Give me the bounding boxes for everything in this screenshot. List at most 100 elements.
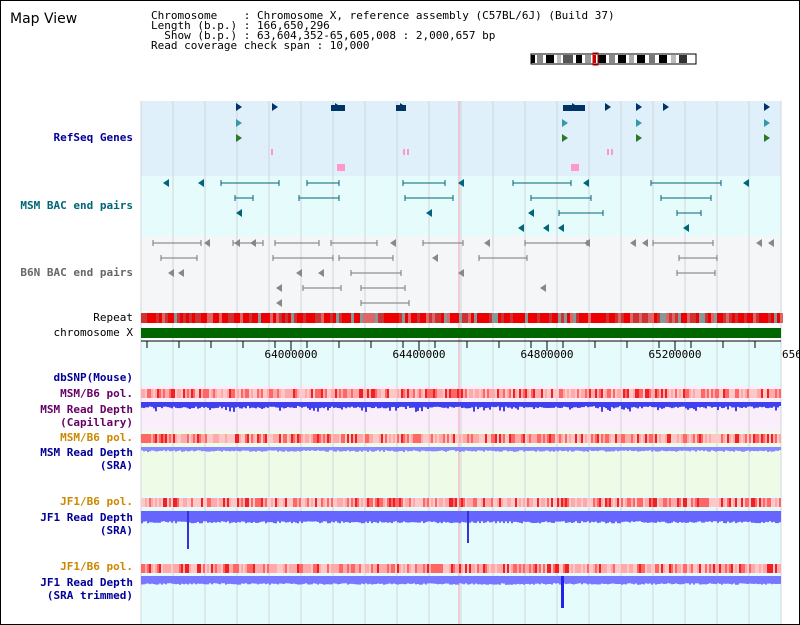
depth-bar bbox=[779, 402, 781, 407]
polymorphism-cell bbox=[657, 498, 659, 507]
depth-bar bbox=[751, 511, 753, 523]
polymorphism-cell bbox=[239, 434, 241, 443]
depth-bar bbox=[327, 402, 329, 411]
track-label-dbsnp[interactable]: dbSNP(Mouse) bbox=[53, 371, 133, 384]
polymorphism-cell bbox=[363, 434, 365, 443]
polymorphism-cell bbox=[367, 564, 369, 573]
track-label-b6n-bac[interactable]: B6N BAC end pairs bbox=[20, 266, 133, 279]
polymorphism-cell bbox=[715, 434, 717, 443]
polymorphism-cell bbox=[707, 434, 709, 443]
polymorphism-cell bbox=[435, 389, 437, 398]
depth-bar bbox=[225, 576, 227, 585]
depth-bar bbox=[219, 576, 221, 585]
polymorphism-cell bbox=[361, 434, 363, 443]
repeat-bar bbox=[285, 313, 288, 323]
polymorphism-cell bbox=[253, 498, 255, 507]
polymorphism-cell bbox=[211, 389, 213, 398]
depth-bar bbox=[419, 447, 421, 452]
depth-bar bbox=[587, 447, 589, 452]
track-label-msm-depth-sra-1[interactable]: MSM Read Depth bbox=[40, 446, 133, 459]
polymorphism-cell bbox=[511, 389, 513, 398]
track-label-msm-depth-capillary-1[interactable]: MSM Read Depth bbox=[40, 403, 133, 416]
depth-bar bbox=[231, 576, 233, 585]
track-label-jf1-b6-pol-2[interactable]: JF1/B6 pol. bbox=[60, 560, 133, 573]
depth-bar bbox=[583, 576, 585, 584]
polymorphism-cell bbox=[691, 498, 693, 507]
polymorphism-cell bbox=[165, 389, 167, 398]
depth-bar bbox=[693, 402, 695, 410]
depth-bar bbox=[649, 402, 651, 407]
polymorphism-cell bbox=[673, 434, 675, 443]
polymorphism-cell bbox=[747, 434, 749, 443]
polymorphism-cell bbox=[487, 389, 489, 398]
polymorphism-cell bbox=[341, 498, 343, 507]
polymorphism-cell bbox=[405, 389, 407, 398]
repeat-bar bbox=[747, 313, 750, 323]
repeat-bar bbox=[324, 313, 327, 323]
depth-bar bbox=[709, 447, 711, 452]
polymorphism-cell bbox=[201, 389, 203, 398]
polymorphism-cell bbox=[559, 564, 561, 573]
depth-bar bbox=[471, 402, 473, 408]
track-label-jf1-depth-sra-2[interactable]: (SRA) bbox=[99, 524, 133, 537]
depth-bar bbox=[377, 576, 379, 584]
polymorphism-cell bbox=[153, 498, 155, 507]
polymorphism-cell bbox=[641, 564, 643, 573]
polymorphism-cell bbox=[743, 564, 745, 573]
depth-bar bbox=[605, 447, 607, 452]
depth-bar bbox=[271, 576, 273, 584]
depth-bar bbox=[141, 402, 143, 408]
depth-bar bbox=[207, 576, 209, 585]
polymorphism-cell bbox=[605, 564, 607, 573]
track-label-jf1-b6-pol-1[interactable]: JF1/B6 pol. bbox=[60, 495, 133, 508]
polymorphism-cell bbox=[363, 389, 365, 398]
depth-bar bbox=[201, 511, 203, 524]
track-label-msm-depth-sra-2[interactable]: (SRA) bbox=[99, 459, 133, 472]
track-label-msm-bac[interactable]: MSM BAC end pairs bbox=[20, 199, 133, 212]
depth-bar bbox=[229, 511, 231, 524]
track-label-jf1-depth-trimmed-1[interactable]: JF1 Read Depth bbox=[40, 576, 133, 589]
depth-bar bbox=[559, 511, 561, 522]
depth-bar bbox=[451, 447, 453, 451]
polymorphism-cell bbox=[427, 498, 429, 507]
polymorphism-cell bbox=[595, 434, 597, 443]
polymorphism-cell bbox=[639, 434, 641, 443]
polymorphism-cell bbox=[647, 564, 649, 573]
repeat-bar bbox=[369, 313, 372, 323]
depth-bar bbox=[263, 402, 265, 409]
depth-bar bbox=[243, 576, 245, 584]
depth-bar bbox=[327, 447, 329, 452]
polymorphism-cell bbox=[643, 434, 645, 443]
polymorphism-cell bbox=[525, 564, 527, 573]
depth-bar bbox=[731, 511, 733, 523]
polymorphism-cell bbox=[447, 389, 449, 398]
track-label-jf1-depth-sra-1[interactable]: JF1 Read Depth bbox=[40, 511, 133, 524]
depth-bar bbox=[165, 511, 167, 522]
depth-bar bbox=[763, 576, 765, 584]
track-label-refseq-genes[interactable]: RefSeq Genes bbox=[53, 131, 133, 144]
polymorphism-cell bbox=[353, 498, 355, 507]
polymorphism-cell bbox=[457, 498, 459, 507]
depth-bar bbox=[215, 511, 217, 523]
polymorphism-cell bbox=[229, 389, 231, 398]
track-label-msm-b6-pol-1[interactable]: MSM/B6 pol. bbox=[60, 387, 133, 400]
track-label-msm-depth-capillary-2[interactable]: (Capillary) bbox=[60, 416, 133, 429]
track-label-jf1-depth-trimmed-2[interactable]: (SRA trimmed) bbox=[46, 589, 133, 602]
polymorphism-cell bbox=[553, 564, 555, 573]
depth-bar bbox=[551, 511, 553, 523]
depth-bar bbox=[227, 402, 229, 408]
polymorphism-cell bbox=[239, 564, 241, 573]
track-label-msm-b6-pol-2[interactable]: MSM/B6 pol. bbox=[60, 431, 133, 444]
depth-bar bbox=[153, 447, 155, 451]
polymorphism-cell bbox=[677, 564, 679, 573]
repeat-bar bbox=[615, 313, 618, 323]
depth-bar bbox=[625, 511, 627, 522]
polymorphism-cell bbox=[509, 564, 511, 573]
depth-bar bbox=[539, 511, 541, 524]
polymorphism-cell bbox=[755, 564, 757, 573]
polymorphism-cell bbox=[685, 389, 687, 398]
polymorphism-cell bbox=[171, 434, 173, 443]
polymorphism-cell bbox=[337, 498, 339, 507]
polymorphism-cell bbox=[621, 389, 623, 398]
